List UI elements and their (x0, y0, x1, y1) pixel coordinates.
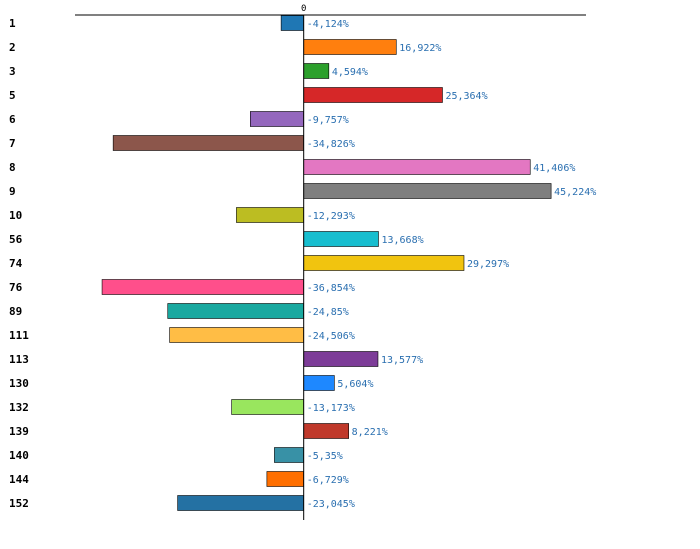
value-label: -6,729% (307, 475, 349, 486)
bar-row: 7 -34,826% (9, 135, 355, 151)
category-label: 10 (9, 209, 22, 222)
bar (169, 327, 304, 343)
bar (303, 423, 349, 439)
bar (250, 111, 304, 127)
value-label: 41,406% (533, 163, 575, 174)
category-label: 130 (9, 377, 29, 390)
value-label: 13,577% (381, 355, 423, 366)
bar-row: 76 -36,854% (9, 279, 355, 295)
category-label: 76 (9, 281, 23, 294)
bar-row: 130 5,604% (9, 375, 373, 391)
category-label: 89 (9, 305, 22, 318)
bar-row: 89 -24,85% (9, 303, 349, 319)
bar (303, 351, 379, 367)
value-label: 29,297% (467, 259, 509, 270)
bar-row: 9 45,224% (9, 183, 596, 199)
category-label: 113 (9, 353, 29, 366)
category-label: 1 (9, 17, 16, 30)
bar (303, 63, 330, 79)
bar (266, 471, 304, 487)
bar (177, 495, 304, 511)
bar-row: 140 -5,35% (9, 447, 343, 463)
bar (231, 399, 304, 415)
category-label: 7 (9, 137, 16, 150)
bar (303, 255, 465, 271)
bar (274, 447, 304, 463)
bar-row: 132 -13,173% (9, 399, 355, 415)
value-label: -36,854% (307, 283, 355, 294)
value-label: 25,364% (445, 91, 487, 102)
bar-row: 5 25,364% (9, 87, 488, 103)
bar (101, 279, 304, 295)
value-label: -5,35% (307, 451, 343, 462)
bar-row: 113 13,577% (9, 351, 423, 367)
value-label: 5,604% (337, 379, 373, 390)
value-label: -4,124% (307, 19, 349, 30)
value-label: 13,668% (381, 235, 423, 246)
category-label: 56 (9, 233, 23, 246)
bar (236, 207, 305, 223)
bar (167, 303, 305, 319)
bar (303, 183, 552, 199)
bar-row: 2 16,922% (9, 39, 441, 55)
value-label: -12,293% (307, 211, 355, 222)
bar (280, 15, 304, 31)
value-label: -23,045% (307, 499, 355, 510)
bar-row: 152 -23,045% (9, 495, 355, 511)
category-label: 2 (9, 41, 16, 54)
category-label: 139 (9, 425, 29, 438)
category-label: 152 (9, 497, 29, 510)
category-label: 144 (9, 473, 29, 486)
bar-row: 144 -6,729% (9, 471, 349, 487)
bar-row: 56 13,668% (9, 231, 424, 247)
bar-row: 6 -9,757% (9, 111, 349, 127)
value-label: -34,826% (307, 139, 355, 150)
bar (303, 375, 335, 391)
bar-row: 10 -12,293% (9, 207, 355, 223)
category-label: 5 (9, 89, 16, 102)
category-label: 6 (9, 113, 16, 126)
top-axis: 0 (75, 4, 586, 16)
bar-row: 1 -4,124% (9, 15, 349, 31)
value-label: -24,85% (307, 307, 349, 318)
value-label: -24,506% (307, 331, 355, 342)
bar (303, 39, 397, 55)
category-label: 8 (9, 161, 16, 174)
value-label: 4,594% (332, 67, 368, 78)
category-label: 9 (9, 185, 16, 198)
value-label: 16,922% (399, 43, 441, 54)
value-label: 45,224% (554, 187, 596, 198)
bar-row: 139 8,221% (9, 423, 388, 439)
bar-row: 8 41,406% (9, 159, 575, 175)
bar (303, 231, 379, 247)
bar-row: 111 -24,506% (9, 327, 355, 343)
category-label: 74 (9, 257, 23, 270)
category-label: 111 (9, 329, 29, 342)
category-label: 3 (9, 65, 16, 78)
category-label: 132 (9, 401, 29, 414)
bar (112, 135, 304, 151)
bar (303, 159, 531, 175)
x-tick-label-zero: 0 (301, 4, 306, 14)
category-label: 140 (9, 449, 29, 462)
value-label: 8,221% (352, 427, 388, 438)
value-label: -9,757% (307, 115, 349, 126)
bars-group: 1 -4,124% 2 16,922% 3 4,594% 5 25,364% 6 -9,757% 7… (9, 15, 596, 511)
bar-row: 74 29,297% (9, 255, 509, 271)
bar-row: 3 4,594% (9, 63, 368, 79)
value-label: -13,173% (307, 403, 355, 414)
bar (303, 87, 443, 103)
